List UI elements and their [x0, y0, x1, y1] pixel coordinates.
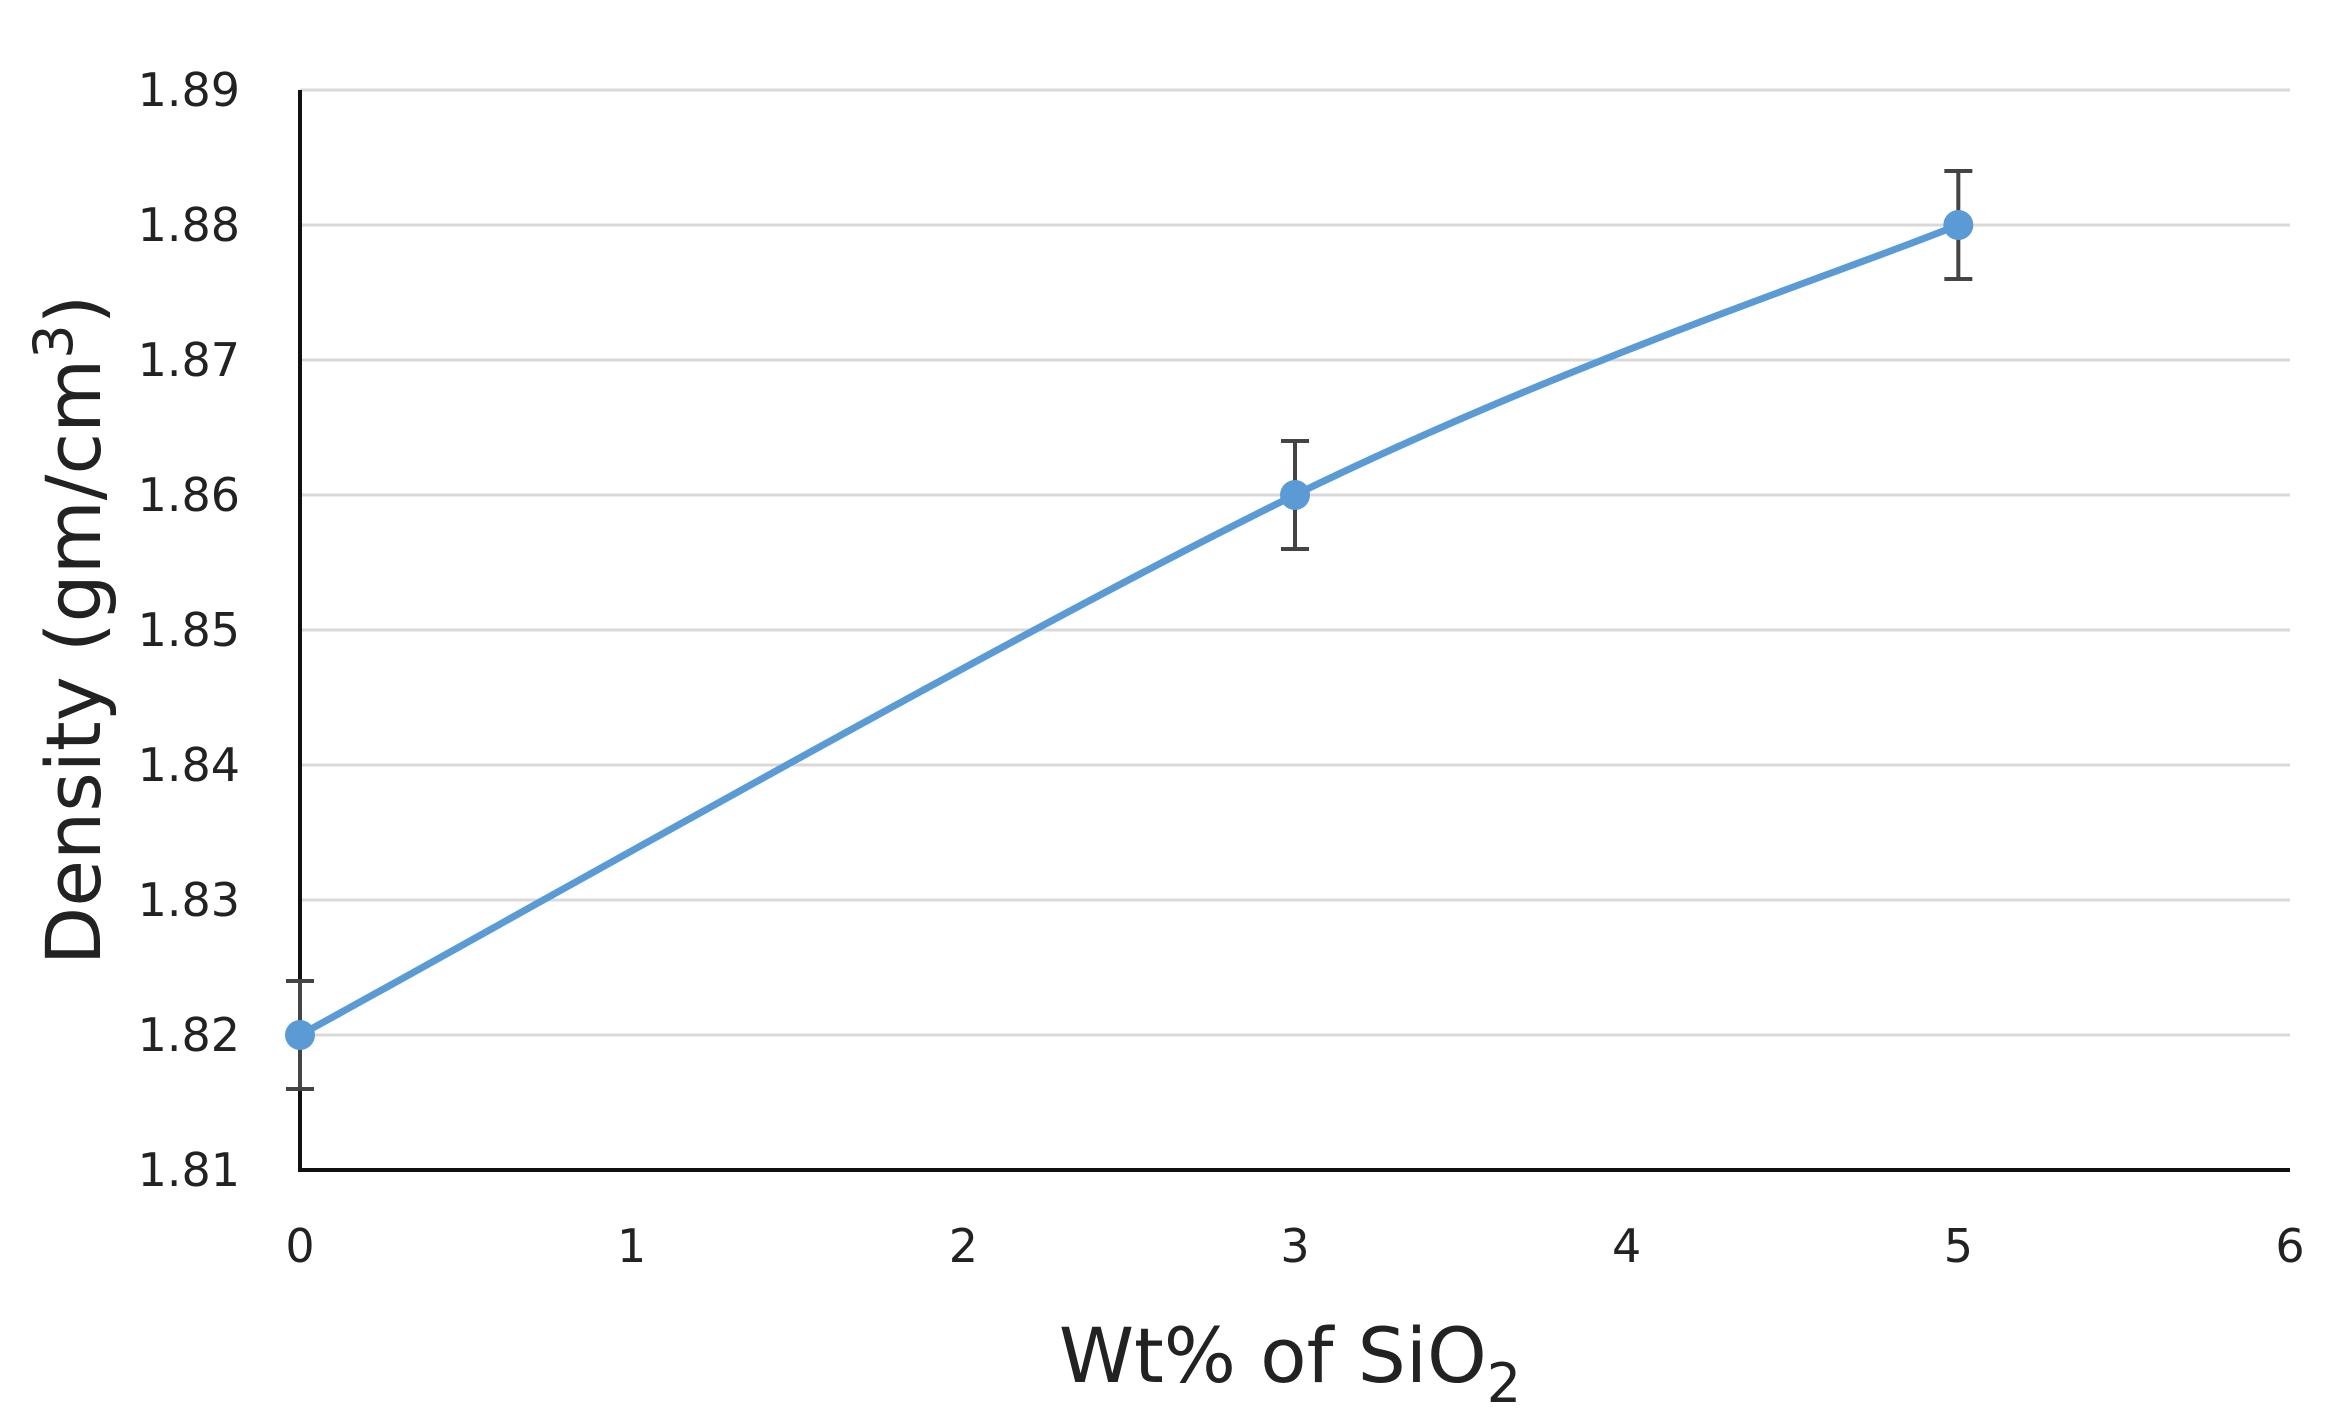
y-tick-label: 1.84: [138, 738, 240, 792]
y-tick-labels: 1.81 1.82 1.83 1.84 1.85 1.86 1.87 1.88 1.89: [138, 63, 240, 1197]
x-tick-label: 6: [2275, 1219, 2304, 1273]
y-tick-label: 1.87: [138, 333, 240, 387]
y-tick-label: 1.86: [138, 468, 240, 522]
y-tick-label: 1.88: [138, 198, 240, 252]
x-tick-labels: 0 1 2 3 4 5 6: [285, 1219, 2304, 1273]
y-axis-title: Density (gm/cm3): [22, 295, 118, 965]
x-tick-label: 1: [617, 1219, 646, 1273]
y-tick-label: 1.81: [138, 1143, 240, 1197]
x-tick-label: 4: [1612, 1219, 1641, 1273]
series-line: [296, 221, 1962, 1039]
data-point: [1280, 480, 1310, 510]
x-tick-label: 5: [1944, 1219, 1973, 1273]
y-tick-label: 1.89: [138, 63, 240, 117]
x-tick-label: 3: [1280, 1219, 1309, 1273]
y-tick-label: 1.82: [138, 1008, 240, 1062]
x-tick-label: 2: [949, 1219, 978, 1273]
data-point: [1943, 210, 1974, 240]
x-tick-label: 0: [285, 1219, 314, 1273]
x-axis-title: Wt% of SiO2: [1059, 1311, 1521, 1415]
y-tick-label: 1.85: [138, 603, 240, 657]
series-density: [285, 169, 1974, 1091]
data-point: [285, 1020, 315, 1050]
y-tick-label: 1.83: [138, 873, 240, 927]
gridlines: [300, 88, 2290, 1037]
